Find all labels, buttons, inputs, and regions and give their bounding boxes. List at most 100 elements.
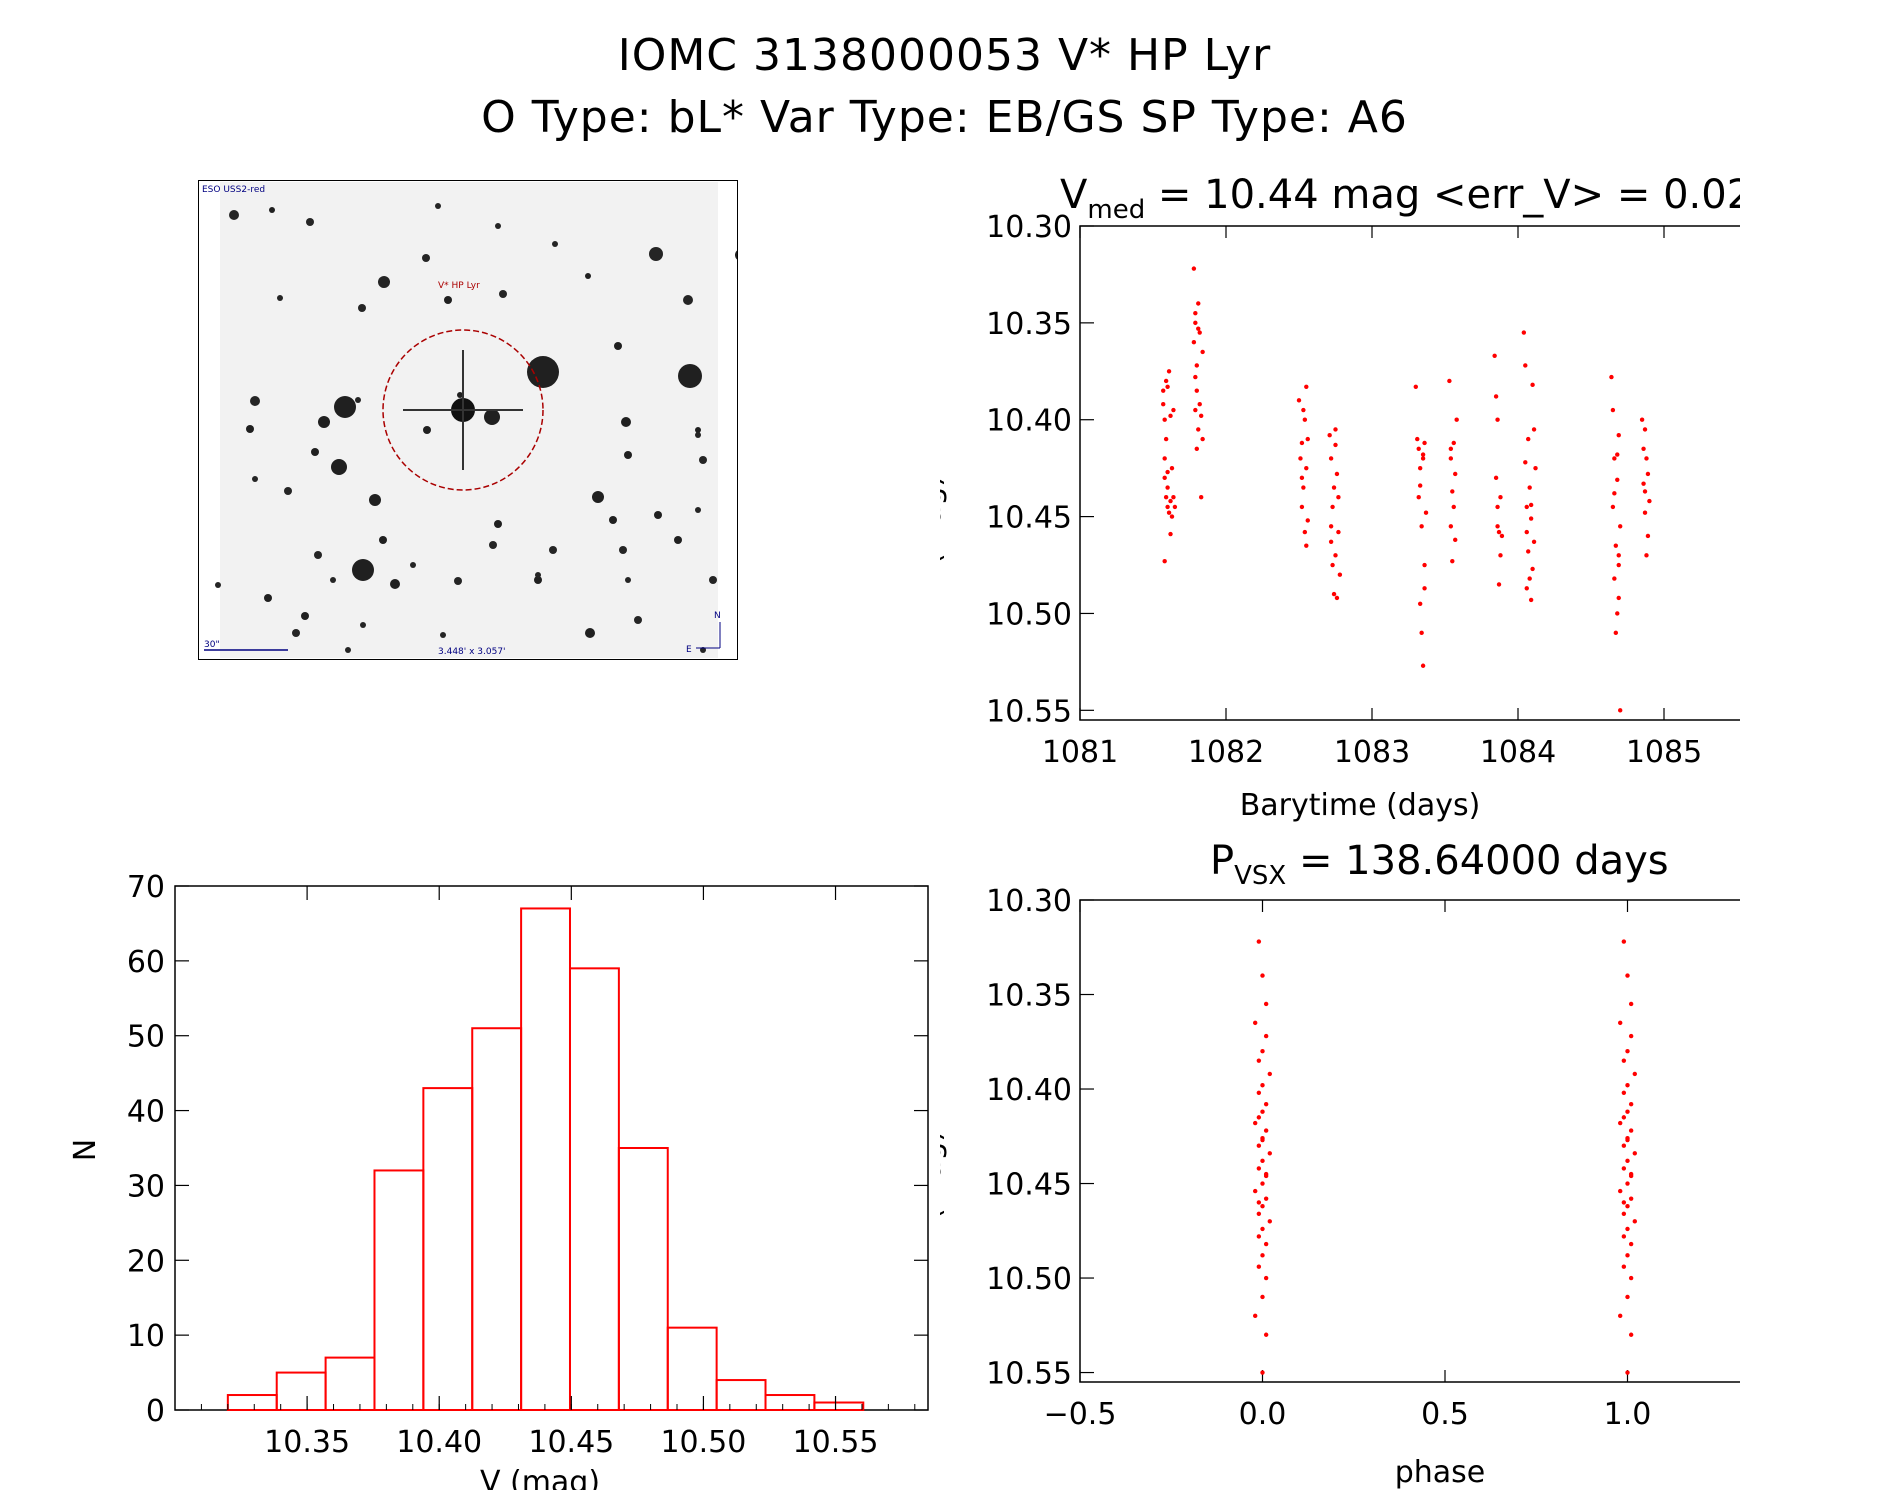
lightcurve-point [1496,529,1502,535]
histogram-y-tick-label: 40 [127,1095,165,1130]
phased-point [1260,1370,1265,1375]
histogram-x-tick-label: 10.35 [264,1425,350,1460]
phased-point [1628,1171,1634,1177]
lightcurve-y-tick-label: 10.50 [986,597,1072,632]
phased-point [1267,1151,1272,1156]
histogram-bar [666,1326,718,1411]
histogram-bar [617,1147,669,1411]
phased-point [1263,1171,1269,1177]
lightcurve-y-tick-label: 10.35 [986,307,1072,342]
histogram-bar [373,1169,425,1412]
phased-point [1621,1115,1627,1120]
phased-point [1260,1109,1265,1114]
lightcurve-point [1417,483,1423,488]
lightcurve-point [1641,481,1646,486]
lightcurve-point [1296,398,1302,403]
phased-y-tick-label: 10.40 [986,1073,1072,1108]
lightcurve-point [1166,510,1172,515]
phased-y-tick-label: 10.35 [986,979,1072,1014]
phased-point [1256,1264,1262,1269]
phased-point [1256,1211,1262,1216]
lightcurve-point [1527,485,1532,490]
lightcurve-x-tick-label: 1081 [1042,735,1118,770]
lightcurve-point [1616,562,1621,568]
phased-point [1263,1241,1269,1247]
lightcurve-point [1337,572,1343,577]
lightcurve-point [1530,566,1535,572]
target-circle [382,329,544,491]
finder-frame [198,180,738,660]
phased-point [1260,1253,1265,1258]
lightcurve-point [1299,440,1305,446]
phased-point [1618,1188,1623,1194]
lightcurve-x-tick-label: 1082 [1188,735,1264,770]
phased-point [1621,1143,1627,1148]
lightcurve-point [1496,582,1502,587]
phased-y-tick-label: 10.30 [986,884,1072,919]
phased-point [1253,1020,1258,1026]
lightcurve-point [1302,529,1308,535]
lightcurve-y-tick-label: 10.40 [986,404,1072,439]
histogram-bar [226,1394,278,1411]
lightcurve-point [1451,440,1456,446]
phased-point [1625,973,1630,978]
lightcurve-point [1299,504,1305,510]
phased-point [1632,1219,1637,1224]
histogram-y-tick-label: 20 [127,1244,165,1279]
lightcurve-point [1334,595,1340,601]
lightcurve-point [1165,504,1170,510]
histogram-bar [568,967,620,1411]
lightcurve-point [1453,471,1458,477]
phased-point [1256,1058,1262,1063]
phased-point [1256,1200,1262,1205]
lightcurve-point [1197,330,1202,335]
lightcurve-point [1327,433,1332,438]
lightcurve-plot-frame [1079,225,1740,721]
finder-stars [246,207,738,638]
lightcurve-point [1194,446,1199,451]
phased-point [1625,1049,1630,1054]
lightcurve-chart: Vmed = 10.44 mag <err_V> = 0.02 mag 1081… [940,172,1740,823]
histogram-y-tick-label: 10 [127,1319,165,1354]
phased-point [1621,1200,1627,1205]
lightcurve-point [1616,553,1621,558]
phased-point [1628,1101,1634,1107]
lightcurve-point [1493,394,1499,399]
lightcurve-point [1448,446,1454,451]
lightcurve-point [1166,369,1172,374]
lightcurve-point [1524,529,1529,535]
lightcurve-point [1193,310,1198,316]
lightcurve-point [1304,543,1309,548]
lightcurve-title-sub: med [1087,195,1145,225]
lightcurve-point [1196,427,1201,432]
phased-x-tick-label: 1.0 [1604,1397,1652,1432]
lightcurve-point [1645,533,1651,539]
lightcurve-point [1328,539,1334,544]
lightcurve-y-tick-label: 10.30 [986,210,1072,245]
phased-point [1260,1204,1265,1209]
lightcurve-point [1450,489,1455,494]
phased-title-sub: VSX [1234,861,1286,891]
lightcurve-point [1523,363,1528,368]
phased-point [1260,1049,1265,1054]
histogram-y-tick-label: 50 [127,1020,165,1055]
lightcurve-point [1420,663,1426,668]
lightcurve-point [1420,456,1426,461]
phased-point [1625,1294,1630,1300]
histogram-x-tick-label: 10.40 [396,1425,482,1460]
phased-point [1618,1120,1623,1126]
lightcurve-point [1527,576,1532,581]
lightcurve-point [1336,529,1341,535]
finder-east-label: E [686,645,692,655]
lightcurve-point [1416,446,1421,451]
phased-point [1625,1158,1630,1164]
lightcurve-point [1162,417,1167,422]
lightcurve-point [1415,436,1420,442]
phased-chart: PVSX = 138.64000 days −0.50.00.51.01.510… [940,838,1740,1490]
lightcurve-point [1448,456,1454,461]
lightcurve-point [1639,417,1645,422]
lightcurve-y-label: V (mag) [940,475,948,595]
lightcurve-point [1618,708,1623,713]
lightcurve-point [1615,611,1620,616]
phased-point [1625,1370,1630,1375]
